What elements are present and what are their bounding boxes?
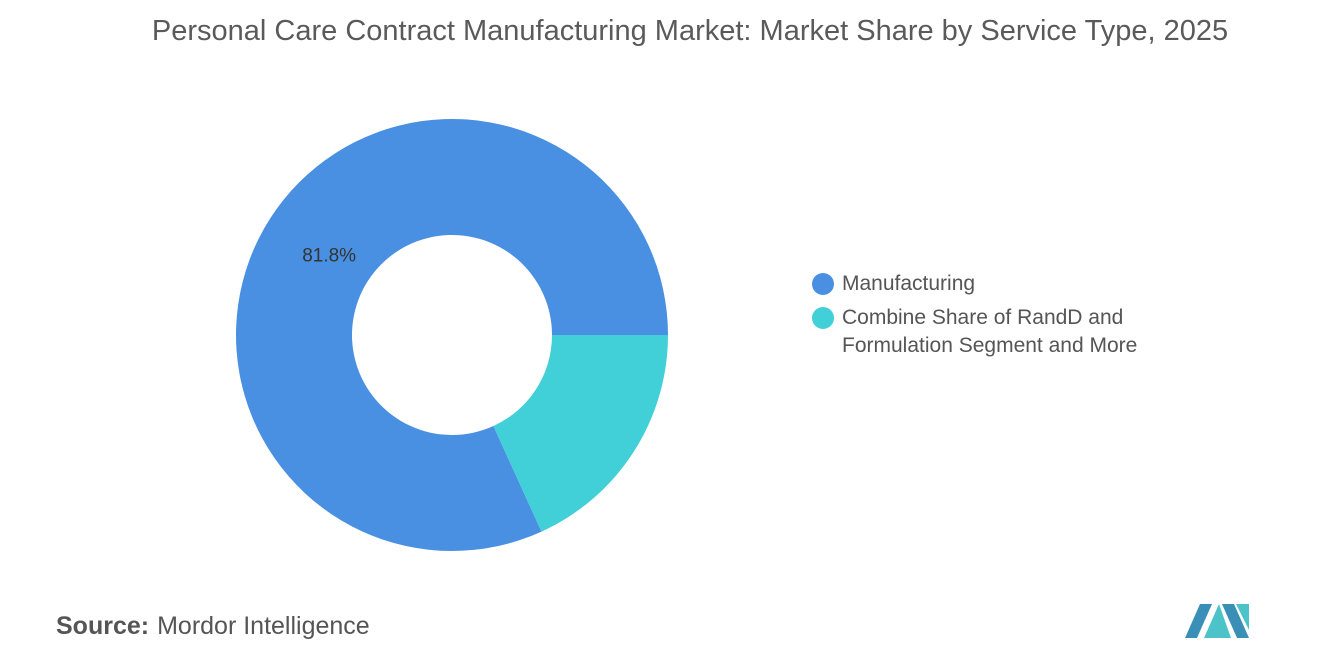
source-label: Source: (56, 612, 150, 640)
legend-marker (812, 273, 834, 295)
source: Source: Mordor Intelligence (56, 612, 370, 641)
legend-item: Combine Share of RandD and Formulation S… (812, 304, 1172, 360)
chart-title: Personal Care Contract Manufacturing Mar… (151, 15, 1229, 47)
legend-label: Combine Share of RandD and Formulation S… (842, 306, 1138, 357)
donut-slice (493, 335, 668, 532)
legend-item: Manufacturing (812, 270, 1172, 298)
legend: Manufacturing Combine Share of RandD and … (812, 270, 1172, 366)
data-label: 81.8% (302, 246, 356, 267)
logo (1185, 604, 1249, 638)
source-text: Mordor Intelligence (157, 612, 370, 640)
legend-label: Manufacturing (842, 272, 976, 295)
donut-slice (236, 119, 668, 551)
legend-marker (812, 307, 834, 329)
